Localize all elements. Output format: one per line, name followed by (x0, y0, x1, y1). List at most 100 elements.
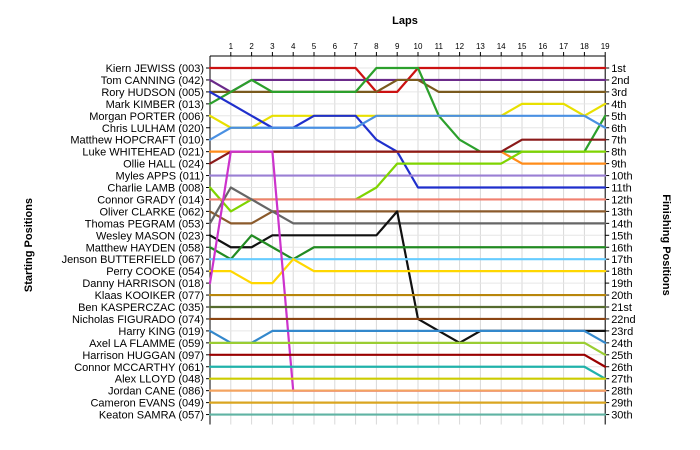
starting-driver-label: Ollie HALL (024) (123, 159, 204, 171)
starting-driver-label: Tom CANNING (042) (101, 75, 204, 87)
lap-tick-label: 9 (395, 42, 400, 51)
driver-line (208, 150, 607, 213)
x-axis-title: Laps (392, 15, 418, 27)
driver-line (208, 186, 607, 225)
starting-driver-label: Klaas KOOIKER (077) (95, 290, 204, 302)
finishing-position-label: 25th (611, 350, 632, 362)
starting-driver-label: Danny HARRISON (018) (82, 278, 204, 290)
finishing-position-label: 2nd (611, 75, 629, 87)
driver-line (208, 114, 607, 141)
finishing-position-label: 13th (611, 206, 632, 218)
lap-tick-label: 3 (270, 42, 275, 51)
finishing-position-label: 26th (611, 362, 632, 374)
starting-driver-label: Alex LLOYD (048) (115, 374, 204, 386)
finishing-position-label: 30th (611, 410, 632, 422)
finishing-position-label: 23rd (611, 326, 633, 338)
starting-driver-label: Chris LULHAM (020) (102, 123, 204, 135)
lap-tick-label: 11 (435, 42, 444, 51)
starting-driver-label: Keaton SAMRA (057) (99, 410, 204, 422)
starting-driver-label: Luke WHITEHEAD (021) (82, 147, 204, 159)
driver-line (208, 150, 607, 165)
starting-driver-label: Thomas PEGRAM (053) (85, 218, 204, 230)
starting-driver-label: Harrison HUGGAN (097) (82, 350, 204, 362)
finishing-position-label: 10th (611, 171, 632, 183)
lap-tick-label: 16 (538, 42, 547, 51)
finishing-position-label: 1st (611, 63, 626, 75)
finishing-position-label: 29th (611, 398, 632, 410)
lap-tick-label: 19 (601, 42, 610, 51)
driver-line (208, 365, 607, 380)
driver-lines (208, 66, 607, 416)
lap-tick-label: 5 (312, 42, 317, 51)
finishing-position-label: 6th (611, 123, 626, 135)
y-axis-left-title: Starting Positions (23, 198, 35, 292)
finishing-position-label: 12th (611, 194, 632, 206)
finishing-position-label: 19th (611, 278, 632, 290)
finishing-position-label: 22nd (611, 314, 635, 326)
driver-line (208, 210, 607, 344)
starting-driver-label: Connor GRADY (014) (97, 194, 204, 206)
finishing-position-label: 4th (611, 99, 626, 111)
lap-axis: 1 2 3 4 5 6 7 8 9 10 11 12 13 14 15 16 17 18 19 (229, 42, 610, 56)
starting-driver-label: Perry COOKE (054) (106, 266, 204, 278)
lap-tick-label: 12 (455, 42, 464, 51)
starting-driver-label: Nicholas FIGURADO (074) (72, 314, 204, 326)
finishing-position-label: 9th (611, 159, 626, 171)
finishing-position-label: 8th (611, 147, 626, 159)
starting-driver-label: Myles APPS (011) (116, 171, 204, 183)
starting-driver-label: Jenson BUTTERFIELD (067) (62, 254, 204, 266)
finishing-position-label: 7th (611, 135, 626, 147)
driver-line (208, 329, 607, 344)
finishing-position-label: 3rd (611, 87, 627, 99)
driver-line (208, 138, 607, 165)
driver-line (208, 341, 607, 356)
lap-tick-label: 10 (414, 42, 423, 51)
driver-line (208, 210, 607, 225)
driver-line (208, 234, 607, 261)
starting-driver-label: Rory HUDSON (005) (101, 87, 204, 99)
driver-line (208, 353, 607, 368)
grid (209, 55, 606, 425)
finishing-position-labels: 1st2nd3rd4th5th6th7th8th9th10th11th12th1… (605, 63, 636, 422)
finishing-position-label: 5th (611, 111, 626, 123)
y-axis-right-title: Finishing Positions (660, 194, 672, 295)
lap-tick-label: 2 (249, 42, 254, 51)
finishing-position-label: 21st (611, 302, 632, 314)
finishing-position-label: 28th (611, 386, 632, 398)
starting-driver-label: Matthew HOPCRAFT (010) (70, 135, 204, 147)
lap-tick-label: 6 (333, 42, 338, 51)
lap-tick-label: 7 (353, 42, 358, 51)
starting-driver-label: Charlie LAMB (008) (107, 183, 204, 195)
starting-driver-label: Axel LA FLAMME (059) (89, 338, 204, 350)
lap-tick-label: 17 (559, 42, 568, 51)
lap-tick-label: 1 (229, 42, 234, 51)
finishing-position-label: 16th (611, 242, 632, 254)
finishing-position-label: 17th (611, 254, 632, 266)
starting-driver-label: Connor MCCARTHY (061) (74, 362, 204, 374)
starting-driver-label: Morgan PORTER (006) (89, 111, 204, 123)
lap-tick-label: 13 (476, 42, 485, 51)
starting-driver-label: Cameron EVANS (049) (90, 398, 204, 410)
finishing-position-label: 15th (611, 230, 632, 242)
starting-driver-label: Jordan CANE (086) (108, 386, 204, 398)
lap-tick-label: 4 (291, 42, 296, 51)
lap-tick-label: 18 (580, 42, 589, 51)
finishing-position-label: 11th (611, 183, 632, 195)
finishing-position-label: 27th (611, 374, 632, 386)
finishing-position-label: 18th (611, 266, 632, 278)
lap-tick-label: 14 (497, 42, 506, 51)
starting-driver-label: Kiern JEWISS (003) (106, 63, 204, 75)
starting-driver-label: Ben KASPERCZAC (035) (78, 302, 204, 314)
driver-line (208, 258, 607, 285)
starting-driver-label: Matthew HAYDEN (058) (86, 242, 204, 254)
finishing-position-label: 20th (611, 290, 632, 302)
finishing-position-label: 24th (611, 338, 632, 350)
starting-position-labels: Kiern JEWISS (003)Tom CANNING (042)Rory … (62, 63, 210, 422)
starting-driver-label: Oliver CLARKE (062) (99, 206, 204, 218)
finishing-position-label: 14th (611, 218, 632, 230)
lap-tick-label: 8 (374, 42, 379, 51)
lap-tick-label: 15 (518, 42, 527, 51)
starting-driver-label: Wesley MASON (023) (96, 230, 204, 242)
starting-driver-label: Mark KIMBER (013) (106, 99, 204, 111)
